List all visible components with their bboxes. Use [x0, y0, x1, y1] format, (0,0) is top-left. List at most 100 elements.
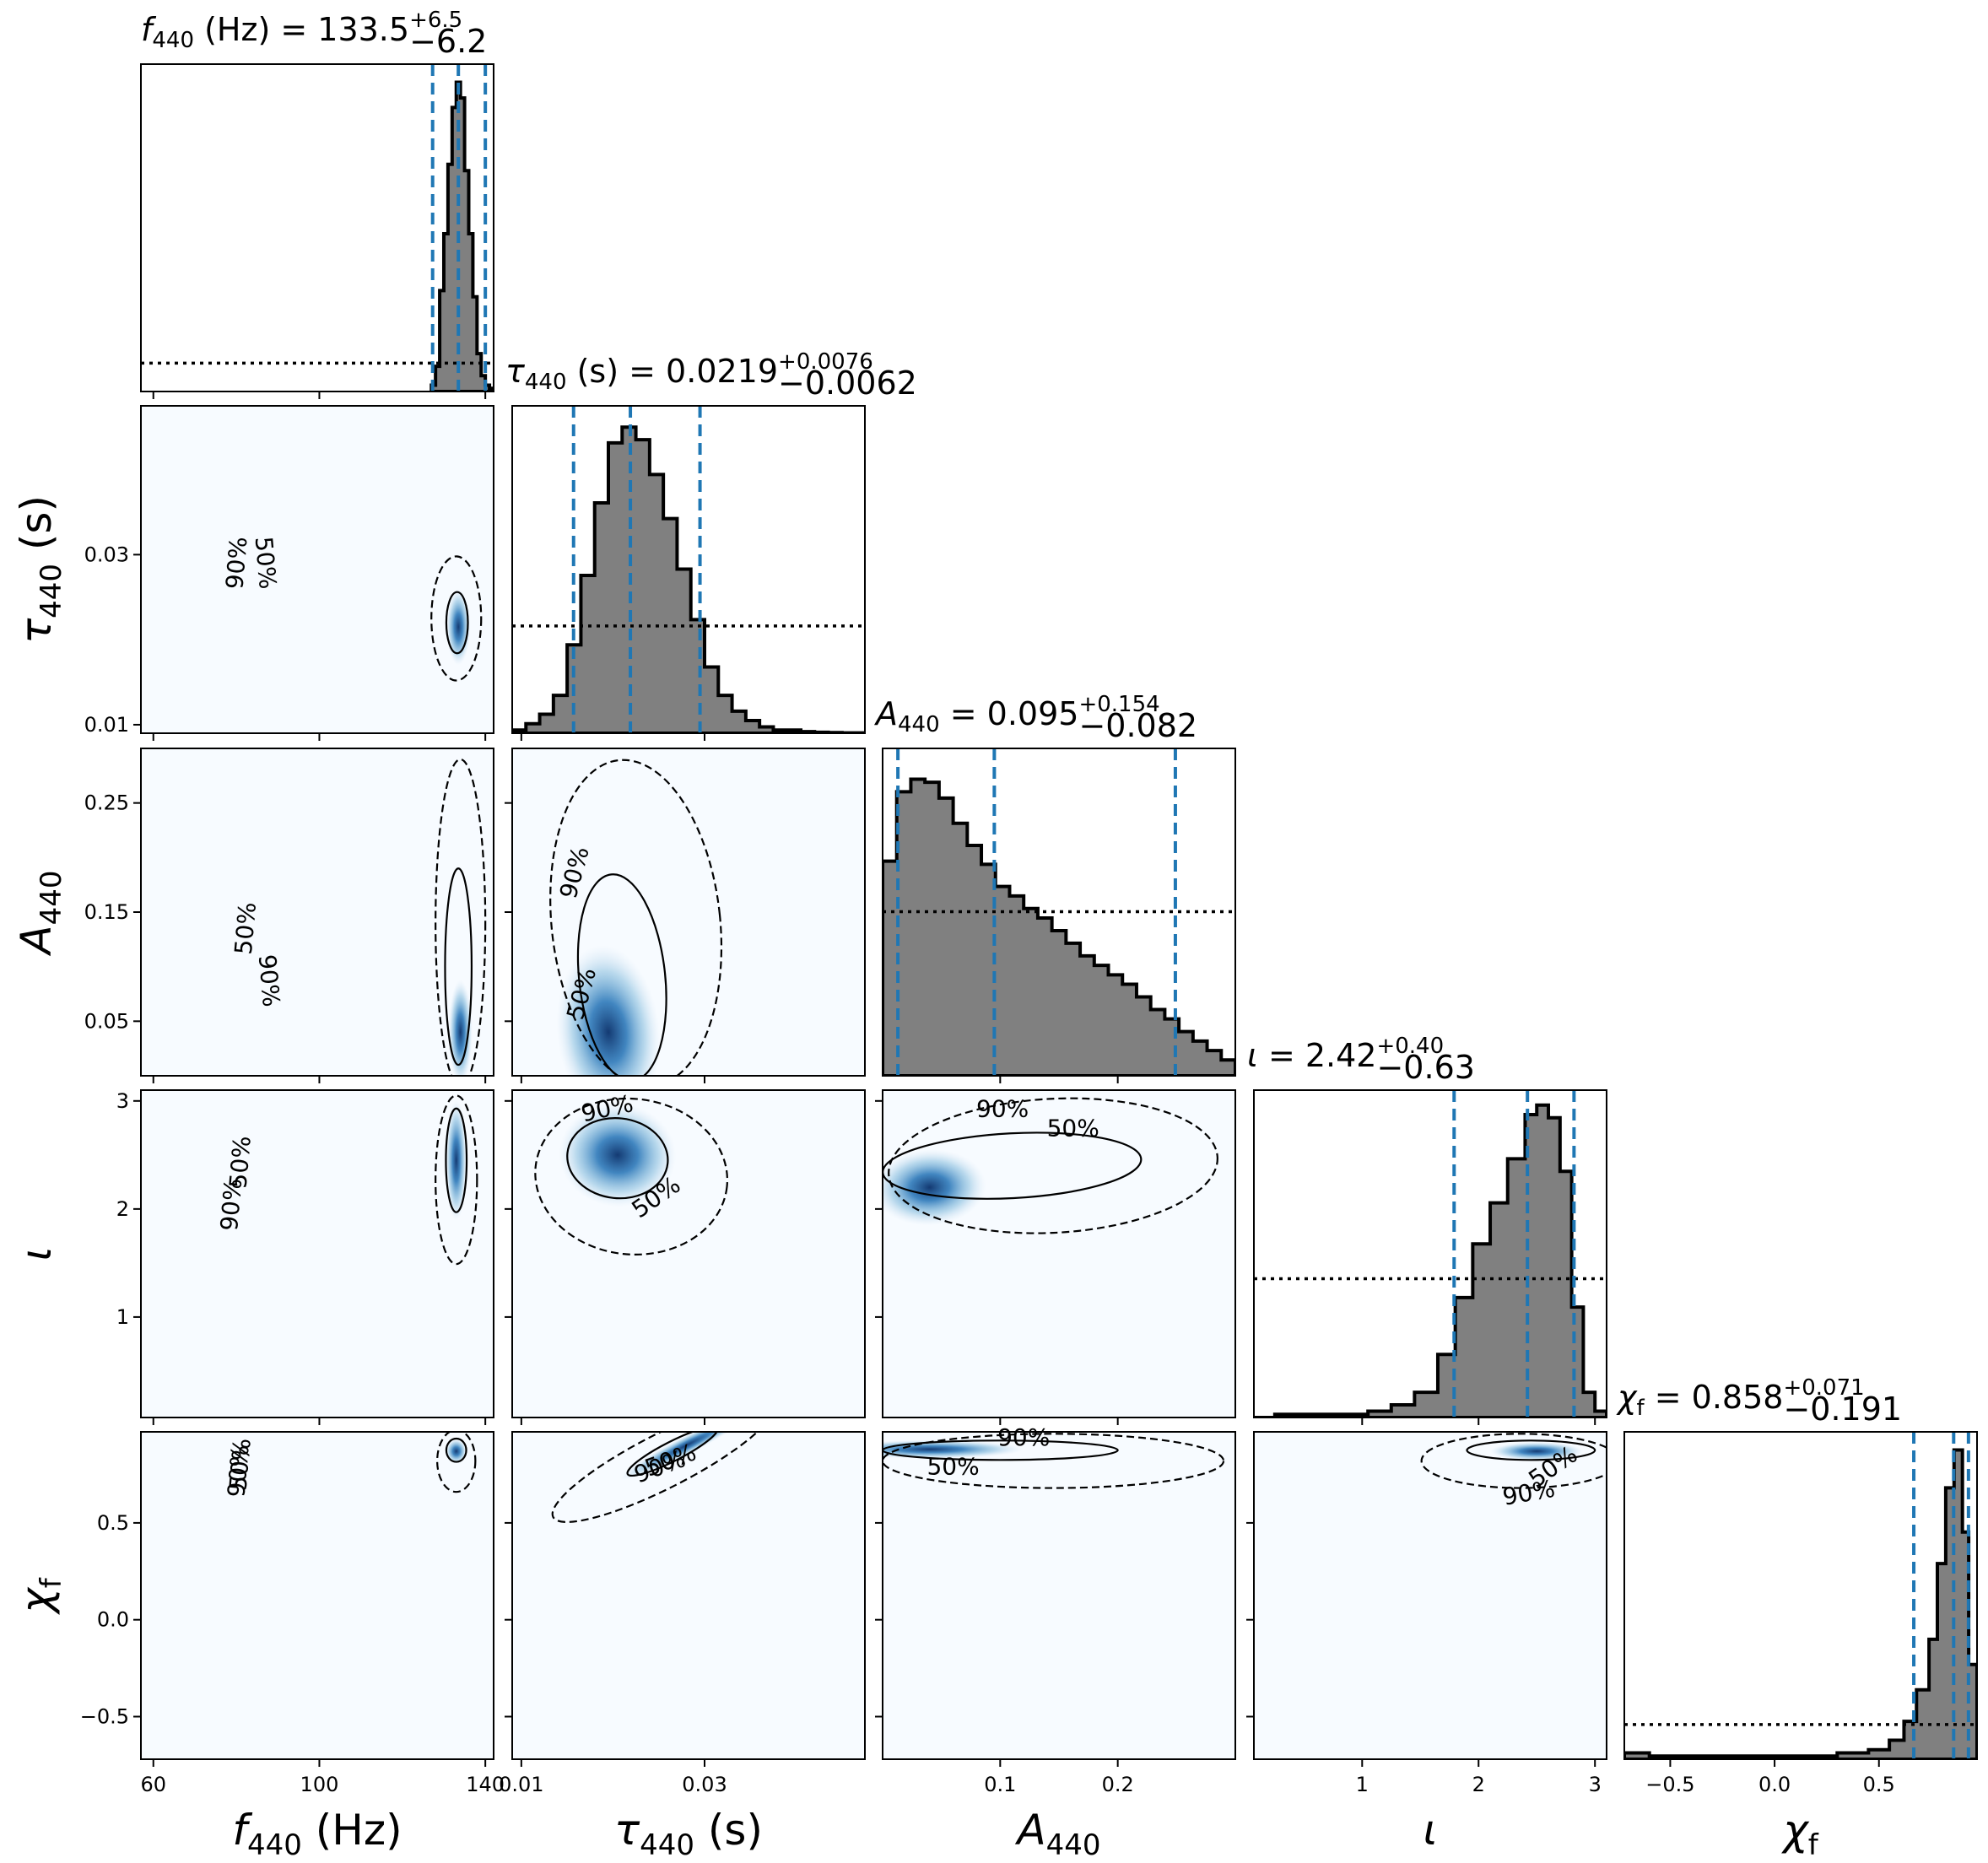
panel-frame — [882, 1089, 1236, 1418]
contour-50 — [445, 1437, 467, 1463]
panel-frame — [511, 405, 866, 734]
x-axis-label-A440: A440 — [1014, 1806, 1100, 1862]
panel-title-tau440: τ440 (s) = 0.0219+0.0076 — [505, 349, 873, 395]
contour-90 — [888, 1097, 1218, 1234]
panel-frame — [882, 748, 1236, 1077]
density-blob — [446, 1099, 467, 1221]
x-axis-label-f440: f440 (Hz) — [232, 1806, 402, 1862]
contour-90 — [435, 1094, 478, 1266]
panel-iota-iota — [1253, 1089, 1607, 1425]
panel-frame — [140, 1089, 494, 1418]
density-blob — [883, 1149, 986, 1226]
panel-title-lower-tau440: −0.0062 — [778, 364, 917, 402]
density-background — [883, 1090, 1235, 1418]
panel-tau440-chi_f: 50%90%0.01 0.03 — [499, 1431, 866, 1796]
posterior-histogram-A440 — [883, 777, 1235, 1076]
panel-frame — [140, 63, 494, 392]
contour-50 — [883, 1439, 1119, 1461]
contour-90 — [883, 1433, 1225, 1489]
panel-f440-tau440: 90%50% 0.01 0.03 — [84, 405, 494, 741]
panel-tau440-A440: 90%50% — [505, 748, 866, 1083]
panel-tau440-iota: 90%50% — [505, 1089, 866, 1425]
panel-iota-chi_f: 90%50%1 2 3 — [1246, 1431, 1607, 1796]
contour-90 — [435, 758, 487, 1076]
y-tick-label: −0.5 — [80, 1704, 129, 1728]
panel-frame — [1623, 1431, 1978, 1760]
panel-title-iota: ι = 2.42+0.40 — [1247, 1034, 1444, 1074]
density-background — [141, 1432, 494, 1759]
x-tick-label: 0.0 — [1758, 1773, 1791, 1796]
density-background — [1254, 1432, 1607, 1759]
y-tick-label: 2 — [116, 1197, 129, 1221]
y-axis-label-A440: A440 — [12, 870, 68, 956]
panel-frame — [140, 405, 494, 734]
x-tick-label: 2 — [1472, 1773, 1485, 1796]
density-background — [141, 748, 494, 1076]
panel-frame — [511, 1431, 866, 1760]
density-background — [883, 1432, 1235, 1759]
density-blob — [620, 1432, 752, 1480]
x-tick-label: 1 — [1356, 1773, 1369, 1796]
panel-title-A440: A440 = 0.095+0.154 — [873, 692, 1160, 737]
posterior-histogram-tau440 — [512, 425, 865, 733]
x-tick-label: 0.2 — [1102, 1773, 1134, 1796]
y-tick-label: 0.01 — [84, 713, 129, 737]
contour-label: 90% — [220, 536, 252, 591]
x-tick-label: −0.5 — [1645, 1773, 1694, 1796]
y-tick-label: 0.05 — [84, 1009, 129, 1033]
contour-label: 50% — [224, 1437, 256, 1492]
panel-f440-iota: 90%50% 1 2 3 — [116, 1089, 494, 1425]
contour-50 — [576, 873, 667, 1076]
panel-A440-A440 — [882, 748, 1236, 1083]
y-tick-label: 0.15 — [84, 900, 129, 924]
panel-title-chi_f: χf = 0.858+0.071 — [1616, 1375, 1865, 1421]
y-tick-label: 1 — [116, 1305, 129, 1329]
contour-label: 90% — [997, 1423, 1050, 1451]
panel-frame — [511, 1089, 866, 1418]
x-tick-label: 0.1 — [984, 1773, 1016, 1796]
panel-frame — [1253, 1089, 1607, 1418]
contour-90 — [551, 1432, 775, 1523]
posterior-histogram-iota — [1254, 1103, 1607, 1418]
x-tick-label: 0.5 — [1863, 1773, 1895, 1796]
y-tick-label: 0.25 — [84, 791, 129, 815]
contour-50 — [445, 591, 469, 655]
panel-f440-A440: 50%90% 0.05 0.15 0.25 — [84, 748, 494, 1083]
x-axis-label-chi_f: χf — [1780, 1806, 1819, 1862]
panel-f440-f440 — [140, 63, 494, 399]
density-blob — [446, 1439, 467, 1464]
y-tick-label: 3 — [116, 1089, 129, 1113]
contour-50 — [445, 1107, 468, 1213]
y-axis-label-chi_f: χf — [12, 1577, 68, 1616]
y-axis-label-iota: ι — [12, 1247, 61, 1261]
panel-title-lower-iota: −0.63 — [1376, 1049, 1474, 1086]
panel-tau440-tau440 — [511, 405, 866, 741]
y-axis-label-tau440: τ440 (s) — [12, 495, 68, 644]
density-background — [141, 406, 494, 733]
contour-90 — [436, 1432, 477, 1493]
contour-label: 90% — [215, 1177, 247, 1232]
contour-label: 90% — [976, 1094, 1029, 1122]
contour-label: 90% — [222, 1444, 254, 1498]
contour-50 — [626, 1432, 719, 1477]
contour-50 — [566, 1117, 669, 1200]
panel-f440-chi_f: 90%50% 60 100 140 −0.5 0.0 0.5 — [80, 1431, 505, 1796]
density-blob — [1490, 1441, 1584, 1461]
contour-label: 50% — [926, 1453, 979, 1481]
contour-50 — [444, 867, 473, 1066]
y-tick-label: 0.0 — [97, 1608, 129, 1632]
contour-label: 50% — [1047, 1115, 1099, 1142]
panel-A440-chi_f: 50% 90% 0.1 0.2 — [875, 1423, 1236, 1796]
panel-A440-iota: 90% 50% — [875, 1089, 1236, 1425]
y-tick-label: 0.03 — [84, 543, 129, 566]
contour-90 — [1420, 1433, 1607, 1489]
x-tick-label: 0.03 — [682, 1773, 727, 1796]
density-blob — [559, 1103, 677, 1207]
panel-title-lower-chi_f: −0.191 — [1783, 1390, 1902, 1428]
contour-label: 90% — [253, 953, 285, 1008]
x-tick-label: 3 — [1589, 1773, 1602, 1796]
x-axis-label-iota: ι — [1423, 1806, 1438, 1855]
posterior-histogram-chi_f — [1624, 1448, 1977, 1759]
panel-title-lower-f440: −6.2 — [409, 23, 487, 60]
